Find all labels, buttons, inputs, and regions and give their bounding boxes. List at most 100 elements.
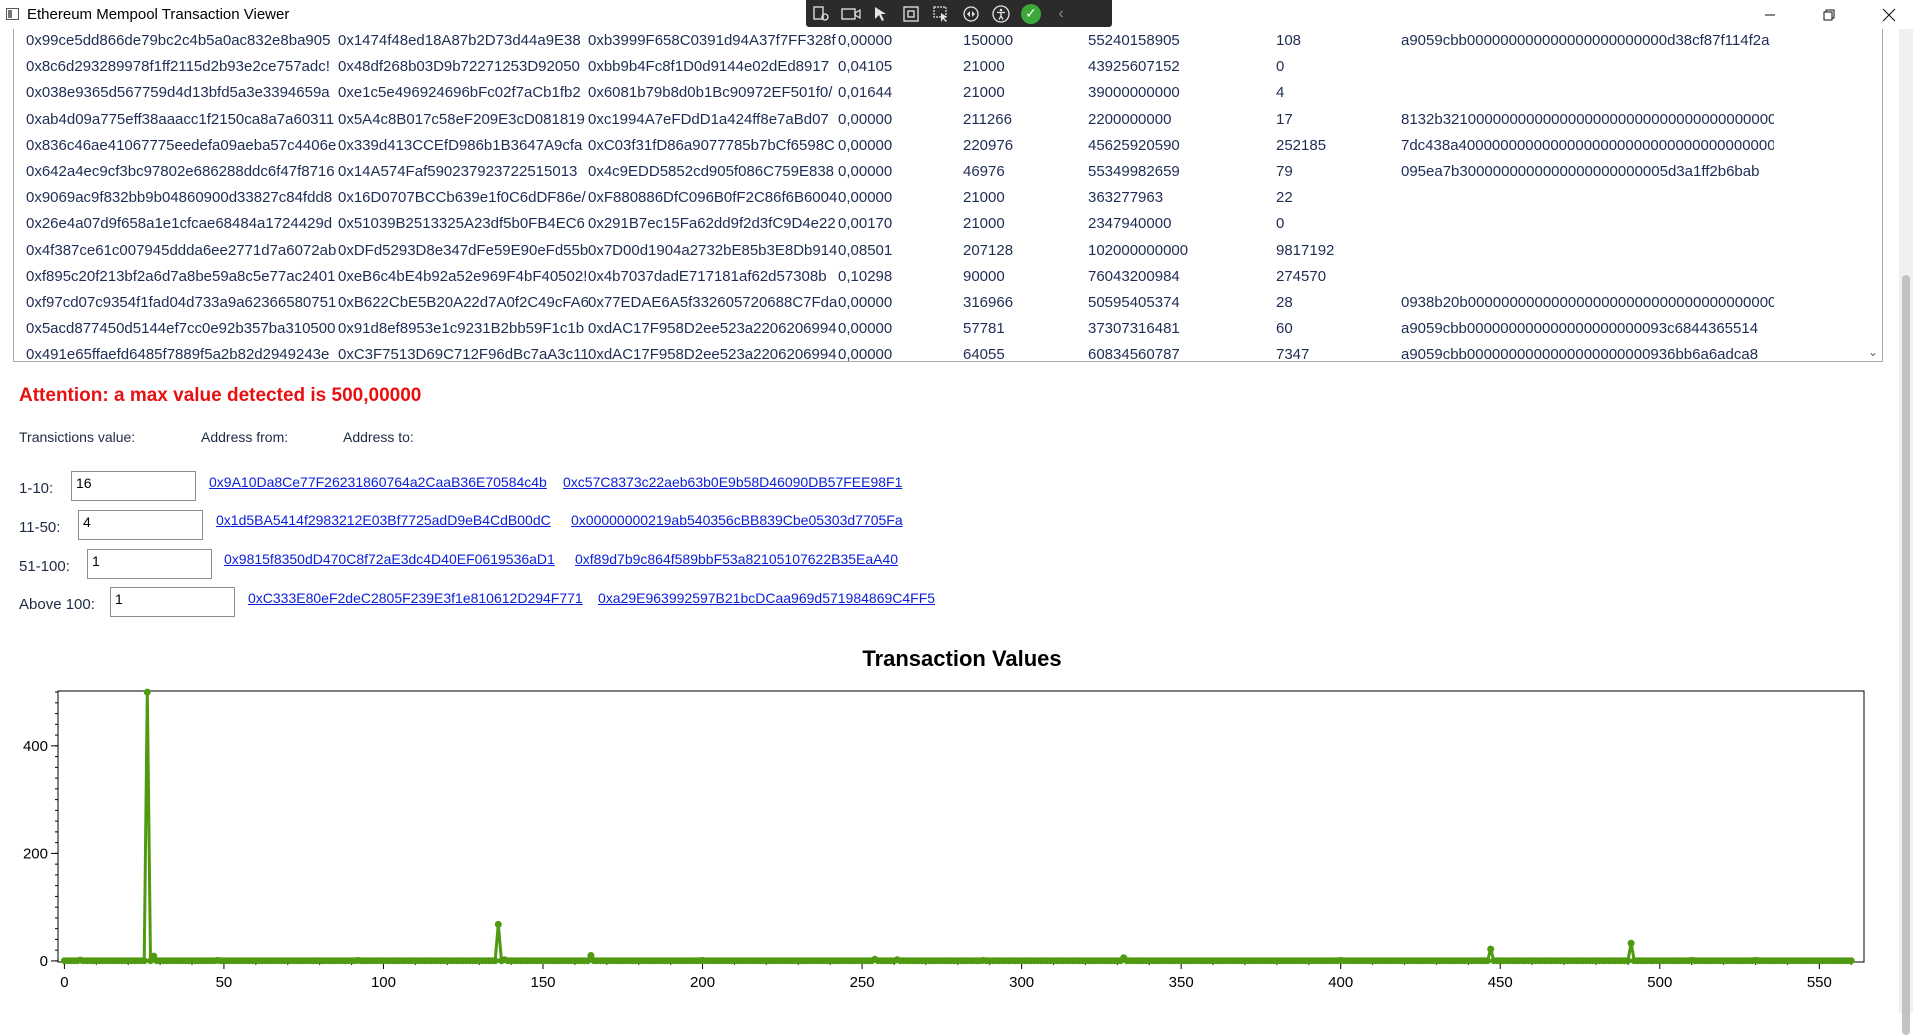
cell-input: 7dc438a400000000000000000000000000000000…	[1401, 136, 1774, 154]
y-tick-label: 400	[23, 738, 48, 755]
cell-value: 0,00000	[838, 320, 893, 338]
window-title-bar: Ethereum Mempool Transaction Viewer ✓ ‹	[0, 0, 1913, 29]
range-count-field-11-50[interactable]: 4	[78, 510, 203, 540]
minimize-button[interactable]	[1747, 0, 1793, 29]
window-vertical-scrollbar[interactable]	[1899, 29, 1913, 1035]
table-row[interactable]: 0x4f387ce61c007945ddda6ee2771d7a6072ab 0x…	[14, 239, 1864, 265]
close-button[interactable]	[1866, 0, 1912, 29]
address-from-link-51-100[interactable]: 0x9815f8350dD470C8f72aE3dc4D40EF0619536a…	[224, 551, 555, 567]
range-label-11-50: 11-50:	[19, 519, 61, 536]
cell-nonce: 17	[1276, 110, 1293, 128]
cell-gas-price: 60834560787	[1088, 346, 1180, 362]
cell-value: 0,00000	[838, 163, 893, 180]
cell-hash: 0x038e9365d567759d4d13bfd5a3e3394659a	[26, 84, 330, 102]
grid-scroll-down-icon[interactable]: ⌄	[1867, 345, 1878, 359]
x-tick-label: 450	[1488, 974, 1513, 991]
x-tick-label: 250	[850, 974, 875, 991]
cell-from: 0xB622CbE5B20A22d7A0f2C49cFA6	[338, 294, 588, 311]
select-element-icon[interactable]	[866, 0, 896, 27]
hot-reload-icon[interactable]	[956, 0, 986, 27]
address-to-link-11-50[interactable]: 0x00000000219ab540356cBB839Cbe05303d7705…	[571, 512, 903, 528]
address-from-link-1-10[interactable]: 0x9A10Da8Ce77F26231860764a2CaaB36E70584c…	[209, 474, 547, 490]
table-row[interactable]: 0x9069ac9f832bb9b04860900d33827c84fdd8 0x…	[14, 186, 1864, 212]
table-row[interactable]: 0x8c6d293289978f1ff2115d2b93e2ce757adc! 0…	[14, 55, 1864, 81]
cell-gas: 150000	[963, 32, 1014, 49]
accessibility-icon[interactable]	[986, 0, 1016, 27]
cell-hash: 0xf97cd07c9354f1fad04d733a9a62366580751	[26, 294, 337, 311]
cell-input: 095ea7b3000000000000000000000005d3a1ff2b…	[1401, 163, 1760, 180]
x-tick-label: 400	[1328, 974, 1353, 991]
cell-nonce: 9817192	[1276, 241, 1335, 259]
cell-nonce: 28	[1276, 294, 1293, 311]
data-point	[1624, 957, 1632, 965]
table-row[interactable]: 0x491e65ffaefd6485f7889f5a2b82d2949243e 0…	[14, 343, 1864, 362]
range-label-1-10: 1-10:	[19, 480, 54, 497]
plot-area	[57, 690, 1865, 963]
table-row[interactable]: 0xf895c20f213bf2a6d7a8be59a8c5e77ac2401 0…	[14, 265, 1864, 291]
cell-input: a9059cbb0000000000000000000000936bb6a6ad…	[1401, 346, 1759, 362]
app-window-icon	[6, 8, 19, 20]
cell-value: 0,01644	[838, 84, 893, 102]
data-point	[1487, 945, 1495, 953]
video-camera-icon[interactable]	[836, 0, 866, 27]
cell-hash: 0x491e65ffaefd6485f7889f5a2b82d2949243e	[26, 346, 330, 362]
address-to-link-above-100[interactable]: 0xa29E963992597B21bcDCaa969d571984869C4F…	[598, 590, 936, 606]
collapse-chevron-icon[interactable]: ‹	[1058, 4, 1064, 22]
table-row[interactable]: 0x836c46ae41067775eedefa09aeba57c4406e 0x…	[14, 134, 1864, 160]
restore-icon	[1823, 9, 1835, 20]
data-point	[584, 957, 592, 965]
cell-gas: 57781	[963, 320, 1005, 338]
scrollbar-thumb[interactable]	[1902, 275, 1910, 1035]
range-count-field-above-100[interactable]: 1	[110, 587, 235, 617]
address-from-link-11-50[interactable]: 0x1d5BA5414f2983212E03Bf7725adD9eB4CdB00…	[216, 512, 551, 528]
data-point	[1484, 957, 1491, 965]
address-from-header: Address from:	[201, 429, 289, 445]
cell-to: 0x77EDAE6A5f332605720688C7Fda	[588, 294, 838, 311]
cell-nonce: 79	[1276, 163, 1293, 180]
address-from-link-above-100[interactable]: 0xC333E80eF2deC2805F239E3f1e810612D294F7…	[248, 590, 583, 606]
cell-to: 0xb3999F658C0391d94A37f7FF328f	[588, 32, 836, 49]
cell-to: 0xF880886DfC096B0fF2C86f6B6004	[588, 189, 838, 207]
cell-gas-price: 55349982659	[1088, 163, 1180, 180]
table-row[interactable]: 0x642a4ec9cf3bc97802e686288ddc6f47f8716 0…	[14, 160, 1864, 186]
range-count-field-51-100[interactable]: 1	[87, 549, 212, 579]
cell-gas: 21000	[963, 84, 1005, 102]
data-point	[1847, 957, 1855, 965]
window-title: Ethereum Mempool Transaction Viewer	[27, 6, 290, 23]
table-row[interactable]: 0x038e9365d567759d4d13bfd5a3e3394659a 0xe…	[14, 81, 1864, 107]
table-row[interactable]: 0xab4d09a775eff38aaacc1f2150ca8a7a60311 0…	[14, 108, 1864, 134]
cell-value: 0,00000	[838, 294, 893, 311]
range-count-field-1-10[interactable]: 16	[71, 471, 196, 501]
y-tick-label: 200	[23, 845, 48, 862]
table-row[interactable]: 0x26e4a07d9f658a1e1cfcae68484a1724429d 0x…	[14, 212, 1864, 238]
cell-gas-price: 102000000000	[1088, 241, 1189, 259]
data-point	[140, 957, 148, 965]
table-row[interactable]: 0x99ce5dd866de79bc2c4b5a0ac832e8ba905 0x1…	[14, 29, 1864, 55]
cell-from: 0x5A4c8B017c58eF209E3cD081819	[338, 110, 585, 128]
cell-gas: 211266	[963, 110, 1012, 128]
cell-from: 0xe1c5e496924696bFc02f7aCb1fb2	[338, 84, 581, 102]
cell-to: 0x6081b79b8d0b1Bc90972EF501f0/	[588, 84, 833, 102]
xaml-debug-toolbar: ✓ ‹	[806, 0, 1112, 27]
table-row[interactable]: 0xf97cd07c9354f1fad04d733a9a62366580751 0…	[14, 291, 1864, 317]
x-tick-label: 350	[1169, 974, 1194, 991]
transaction-grid[interactable]: 0x491e65ffaefd6485f7889f5a2b82d2949243e 0…	[13, 29, 1883, 362]
cell-value: 0,08501	[838, 241, 893, 259]
display-layout-adorners-icon[interactable]	[896, 0, 926, 27]
x-tick-label: 300	[1009, 974, 1034, 991]
address-to-link-1-10[interactable]: 0xc57C8373c22aeb63b0E9b58D46090DB57FEE98…	[563, 474, 903, 490]
cell-gas: 220976	[963, 136, 1014, 154]
cell-value: 0,04105	[838, 58, 893, 76]
track-focus-icon[interactable]	[926, 0, 956, 27]
address-to-link-51-100[interactable]: 0xf89d7b9c864f589bbF53a82105107622B35EaA…	[575, 551, 899, 567]
cell-gas: 90000	[963, 267, 1005, 285]
cell-from: 0x339d413CCEfD986b1B3647A9cfa	[338, 136, 583, 154]
table-row[interactable]: 0x5acd877450d5144ef7cc0e92b357ba310500 0x…	[14, 317, 1864, 343]
restore-button[interactable]	[1806, 0, 1852, 29]
cell-to: 0xdAC17F958D2ee523a2206206994	[588, 320, 837, 338]
cell-from: 0x48df268b03D9b72271253D92050	[338, 58, 580, 76]
live-visual-tree-icon[interactable]	[806, 0, 836, 27]
cell-hash: 0x4f387ce61c007945ddda6ee2771d7a6072ab	[26, 241, 337, 259]
check-icon[interactable]: ✓	[1016, 0, 1046, 27]
transaction-values-chart: 0 200 400 0 50 100 150 200 250 300 350 400 450 500 550	[23, 688, 1865, 991]
